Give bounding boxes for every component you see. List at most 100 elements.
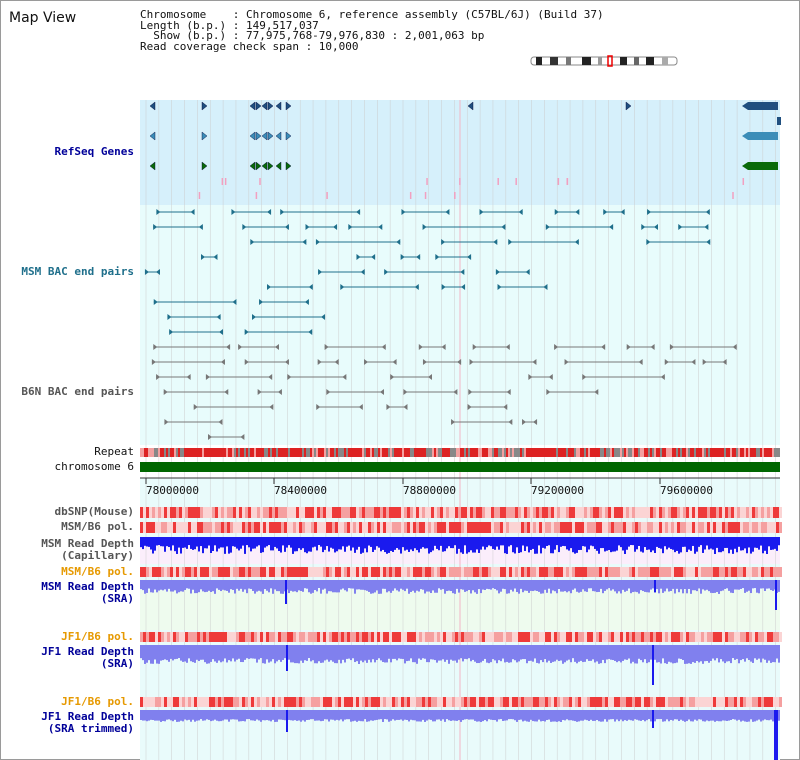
- dbsnp-label[interactable]: dbSNP(Mouse): [54, 505, 134, 518]
- depth-bar-msm: [762, 580, 764, 589]
- jf1-depth-sra-label[interactable]: JF1 Read Depth (SRA): [41, 646, 134, 670]
- depth-bar-jf1-trim: [192, 710, 194, 720]
- msm-depth-cap-label[interactable]: MSM Read Depth (Capillary): [41, 538, 134, 562]
- depth-bar-capillary: [212, 537, 214, 552]
- depth-bar-msm: [418, 580, 420, 592]
- polymorphism-cell: [497, 507, 500, 518]
- msm-b6-pol-label[interactable]: MSM/B6 pol.: [61, 520, 134, 533]
- depth-bar-jf1-trim: [568, 710, 570, 721]
- repeat-segment: [344, 448, 346, 457]
- polymorphism-cell: [530, 697, 533, 707]
- depth-bar-capillary: [586, 537, 588, 553]
- polymorphism-cell: [539, 632, 542, 642]
- depth-bar-msm: [610, 580, 612, 591]
- depth-bar-jf1: [234, 645, 236, 662]
- repeat-segment: [342, 448, 344, 457]
- depth-bar-msm: [200, 580, 202, 590]
- depth-bar-jf1-trim: [198, 710, 200, 721]
- depth-bar-msm: [292, 580, 294, 592]
- depth-bar-jf1-trim: [686, 710, 688, 722]
- polymorphism-cell: [590, 522, 593, 533]
- refseq-genes-label[interactable]: RefSeq Genes: [54, 145, 134, 158]
- polymorphism-cell: [434, 522, 437, 533]
- repeat-segment: [672, 448, 674, 457]
- depth-bar-capillary: [306, 537, 308, 554]
- depth-bar-jf1-trim: [462, 710, 464, 721]
- depth-bar-jf1-trim: [448, 710, 450, 721]
- depth-bar-jf1: [538, 645, 540, 664]
- depth-bar-msm: [160, 580, 162, 590]
- depth-bar-msm: [732, 580, 734, 594]
- polymorphism-cell: [686, 567, 689, 577]
- polymorphism-cell: [500, 697, 503, 707]
- depth-bar-jf1: [696, 645, 698, 662]
- polymorphism-cell: [251, 507, 254, 518]
- depth-bar-capillary: [668, 537, 670, 548]
- depth-bar-msm: [422, 580, 424, 590]
- msm-b6-pol-label-2[interactable]: MSM/B6 pol.: [61, 565, 134, 578]
- polymorphism-cell: [521, 507, 524, 518]
- jf1-b6-pol-label[interactable]: JF1/B6 pol.: [61, 630, 134, 643]
- polymorphism-cell: [770, 632, 773, 642]
- depth-bar-jf1: [314, 645, 316, 664]
- polymorphism-cell: [746, 507, 749, 518]
- repeat-segment: [502, 448, 504, 457]
- polymorphism-cell: [650, 632, 653, 642]
- repeat-segment: [766, 448, 768, 457]
- depth-bar-msm: [542, 580, 544, 594]
- polymorphism-cell: [347, 507, 350, 518]
- polymorphism-cell: [728, 697, 731, 707]
- depth-bar-jf1: [736, 645, 738, 659]
- jf1-depth-trim-label[interactable]: JF1 Read Depth (SRA trimmed): [41, 711, 134, 735]
- b6n-bac-end: [428, 374, 433, 380]
- polymorphism-cell: [515, 522, 518, 533]
- depth-bar-jf1: [252, 645, 254, 659]
- polymorphism-cell: [602, 697, 605, 707]
- polymorphism-cell: [260, 522, 263, 533]
- repeat-segment: [642, 448, 644, 457]
- polymorphism-cell: [734, 567, 737, 577]
- depth-bar-capillary: [526, 537, 528, 547]
- depth-bar-capillary: [554, 537, 556, 550]
- polymorphism-cell: [629, 697, 632, 707]
- msm-bac-end: [543, 284, 548, 290]
- polymorphism-cell: [698, 522, 701, 533]
- depth-bar-msm: [430, 580, 432, 594]
- polymorphism-cell: [572, 632, 575, 642]
- polymorphism-cell: [566, 567, 569, 577]
- polymorphism-cell: [479, 567, 482, 577]
- polymorphism-cell: [644, 522, 647, 533]
- polymorphism-cell: [686, 507, 689, 518]
- polymorphism-cell: [320, 567, 323, 577]
- repeat-segment: [480, 448, 482, 457]
- depth-bar-jf1: [226, 645, 228, 663]
- jf1-b6-pol-label-2[interactable]: JF1/B6 pol.: [61, 695, 134, 708]
- polymorphism-cell: [413, 507, 416, 518]
- depth-bar-jf1-trim: [528, 710, 530, 722]
- polymorphism-cell: [422, 632, 425, 642]
- depth-bar-capillary: [214, 537, 216, 546]
- polymorphism-cell: [236, 507, 239, 518]
- depth-bar-capillary: [368, 537, 370, 546]
- b6n-bac-label[interactable]: B6N BAC end pairs: [21, 385, 134, 398]
- repeat-segment: [580, 448, 582, 457]
- depth-bar-capillary: [640, 537, 642, 552]
- polymorphism-cell: [605, 507, 608, 518]
- polymorphism-cell: [710, 697, 713, 707]
- msm-depth-sra-label[interactable]: MSM Read Depth (SRA): [41, 581, 134, 605]
- polymorphism-cell: [467, 507, 470, 518]
- msm-bac-label[interactable]: MSM BAC end pairs: [21, 265, 134, 278]
- polymorphism-cell: [473, 632, 476, 642]
- depth-bar-capillary: [366, 537, 368, 553]
- depth-bar-msm: [710, 580, 712, 593]
- polymorphism-cell: [776, 697, 779, 707]
- depth-bar-capillary: [662, 537, 664, 554]
- depth-bar-jf1: [148, 645, 150, 661]
- depth-bar-jf1: [256, 645, 258, 663]
- depth-bar-jf1-trim: [206, 710, 208, 720]
- gene-block: [777, 117, 781, 125]
- chromosome-ideogram[interactable]: [530, 52, 680, 67]
- polymorphism-cell: [611, 507, 614, 518]
- depth-bar-jf1: [762, 645, 764, 659]
